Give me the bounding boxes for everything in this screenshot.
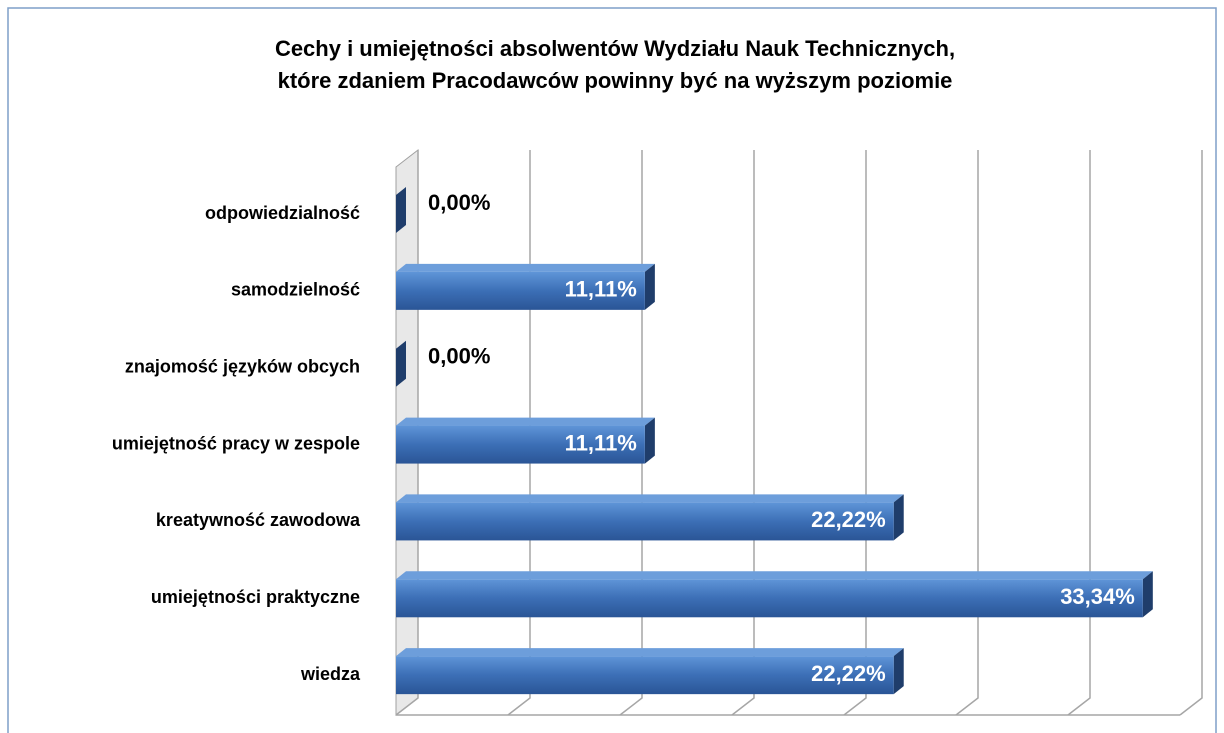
grid-line [395,150,419,716]
grid-line [619,150,643,716]
category-label: umiejętności praktyczne [151,587,360,607]
category-label: umiejętność pracy w zespole [112,433,360,453]
category-label: odpowiedzialność [205,203,360,223]
value-label: 22,22% [811,661,886,686]
value-label: 22,22% [811,507,886,532]
grid-line [955,150,979,716]
category-label: znajomość języków obcych [125,356,360,376]
bar-side [893,494,904,541]
category-label: samodzielność [231,280,360,300]
bar-top [396,648,904,657]
category-label: kreatywność zawodowa [156,510,361,530]
grid-line [731,150,755,716]
bar [396,656,894,695]
bar [396,579,1143,618]
value-label: 0,00% [428,344,490,369]
bar-side [644,263,655,310]
bar-top [396,571,1153,580]
grid-line [507,150,531,716]
bar [396,425,645,464]
grid-line [1179,150,1203,716]
grid-line [1067,150,1091,716]
chart-subtitle: które zdaniem Pracodawców powinny być na… [278,68,953,93]
bar-side [396,340,406,387]
value-label: 11,11% [565,277,637,302]
value-label: 11,11% [565,430,637,455]
bar-top [396,494,904,503]
chart-title: Cechy i umiejętności absolwentów Wydział… [275,36,955,61]
grid-line [843,150,867,716]
value-label: 0,00% [428,190,490,215]
bar-top [396,417,655,426]
bar [396,502,894,541]
plot-area: odpowiedzialność 0,00% samodzielność 11,11%… [112,148,1203,717]
bar-side [893,648,904,695]
bar-side [396,187,406,233]
bar-top [396,263,655,272]
bar-side [1142,571,1153,618]
value-label: 33,34% [1060,584,1135,609]
bar [396,271,645,310]
category-label: wiedza [300,664,361,684]
bar-side [644,417,655,464]
